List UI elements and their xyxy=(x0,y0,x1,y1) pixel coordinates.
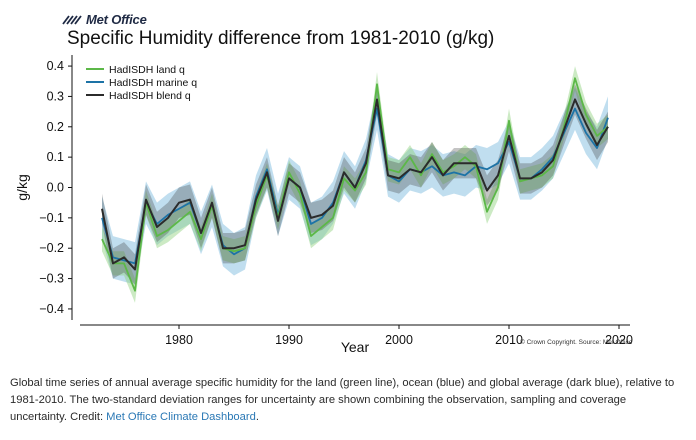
y-tick-label: −0.2 xyxy=(39,241,64,255)
met-office-logo-text: Met Office xyxy=(86,12,147,27)
figure-caption: Global time series of annual average spe… xyxy=(10,375,686,426)
x-tick-label: 2000 xyxy=(385,333,413,347)
series-line-hadisdh-blend-q xyxy=(101,98,609,271)
legend-label: HadISDH blend q xyxy=(109,90,191,102)
legend-label: HadISDH land q xyxy=(109,64,185,76)
caption-end: . xyxy=(255,411,259,423)
x-tick-label: 1980 xyxy=(165,333,193,347)
x-tick-label: 1990 xyxy=(275,333,303,347)
y-tick-label: 0.4 xyxy=(47,59,64,73)
x-tick-label: 2020 xyxy=(605,333,633,347)
copyright-credit: © Crown Copyright. Source: Met Office xyxy=(520,339,633,346)
y-tick-label: 0.0 xyxy=(47,181,64,195)
y-axis-label: g/kg xyxy=(14,174,30,200)
legend-label: HadISDH marine q xyxy=(109,77,197,89)
y-tick-label: 0.2 xyxy=(47,120,64,134)
caption-text: Global time series of annual average spe… xyxy=(10,377,675,423)
series-line-hadisdh-land-q xyxy=(101,77,609,292)
chart-title: Specific Humidity difference from 1981-2… xyxy=(67,28,495,49)
climate-dashboard-link[interactable]: Met Office Climate Dashboard xyxy=(106,411,256,423)
y-tick-label: 0.1 xyxy=(47,150,64,164)
y-tick-label: −0.1 xyxy=(39,211,64,225)
x-axis-label: Year xyxy=(341,339,370,355)
y-tick-label: −0.3 xyxy=(39,272,64,286)
y-tick-label: −0.4 xyxy=(39,302,64,316)
uncertainty-band-hadisdh-blend-q xyxy=(102,84,608,285)
x-tick-label: 2010 xyxy=(495,333,523,347)
humidity-chart: 0.4 0.3 0.2 0.1 0.0 −0.1 −0.2 −0.3 −0.4 1980 1990 2… xyxy=(14,55,633,355)
met-office-logo-icon xyxy=(62,14,82,25)
met-office-logo: Met Office xyxy=(62,12,147,27)
uncertainty-band-hadisdh-land-q xyxy=(102,66,608,303)
y-tick-label: 0.3 xyxy=(47,89,64,103)
